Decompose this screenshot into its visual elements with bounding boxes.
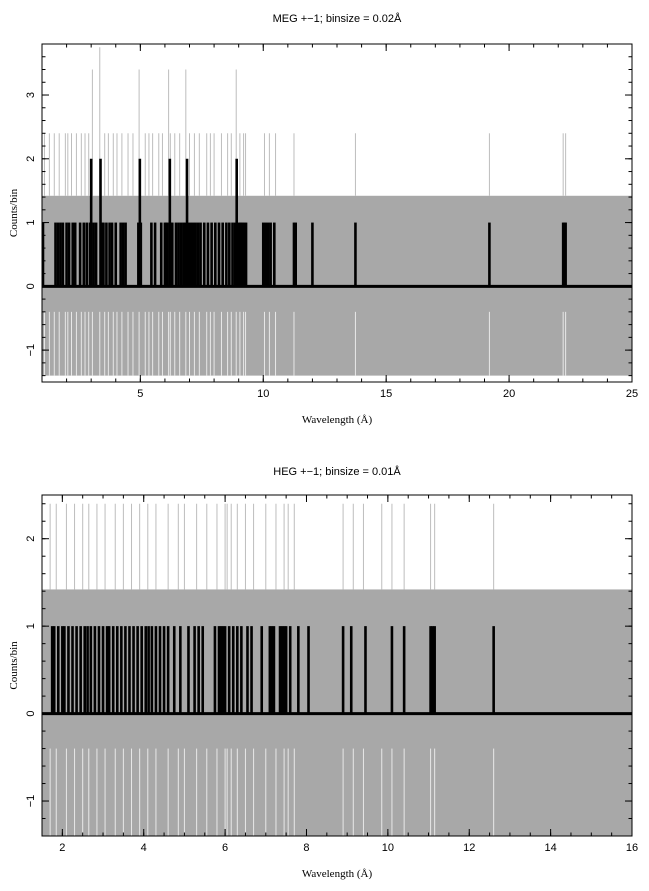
y-tick-label: 2 (25, 156, 37, 162)
y-tick-label: 2 (25, 536, 37, 542)
y-tick-label: 0 (25, 283, 37, 289)
y-tick-label: −1 (25, 795, 37, 808)
chart-title: MEG +−1; binsize = 0.02Å (273, 12, 402, 25)
x-axis-label: Wavelength (Å) (302, 868, 373, 880)
x-tick-label: 2 (59, 842, 65, 854)
x-tick-label: 8 (303, 842, 309, 854)
y-axis-label: Counts/bin (8, 641, 20, 690)
x-tick-label: 10 (382, 842, 394, 854)
x-tick-label: 15 (380, 388, 392, 400)
y-tick-label: −1 (25, 344, 37, 357)
x-tick-label: 16 (626, 842, 638, 854)
x-tick-label: 25 (626, 388, 638, 400)
x-tick-label: 20 (503, 388, 515, 400)
x-tick-label: 4 (141, 842, 147, 854)
y-tick-label: 0 (25, 711, 37, 717)
axes-frame (41, 494, 633, 837)
x-tick-label: 6 (222, 842, 228, 854)
y-tick-label: 1 (25, 220, 37, 226)
chart-title: HEG +−1; binsize = 0.01Å (273, 465, 401, 478)
x-tick-label: 5 (137, 388, 143, 400)
x-tick-label: 12 (463, 842, 475, 854)
plot-area (42, 503, 632, 836)
plot-area (42, 47, 632, 376)
y-axis-label: Counts/bin (8, 188, 20, 237)
chart-panel-1: MEG +−1; binsize = 0.02Å 5 10 15 20 25 −1 0 1 2 3 W… (8, 12, 638, 426)
y-tick-label: 1 (25, 623, 37, 629)
x-tick-label: 10 (257, 388, 269, 400)
y-tick-label: 3 (25, 92, 37, 98)
x-tick-label: 14 (544, 842, 556, 854)
x-axis-label: Wavelength (Å) (302, 414, 373, 426)
